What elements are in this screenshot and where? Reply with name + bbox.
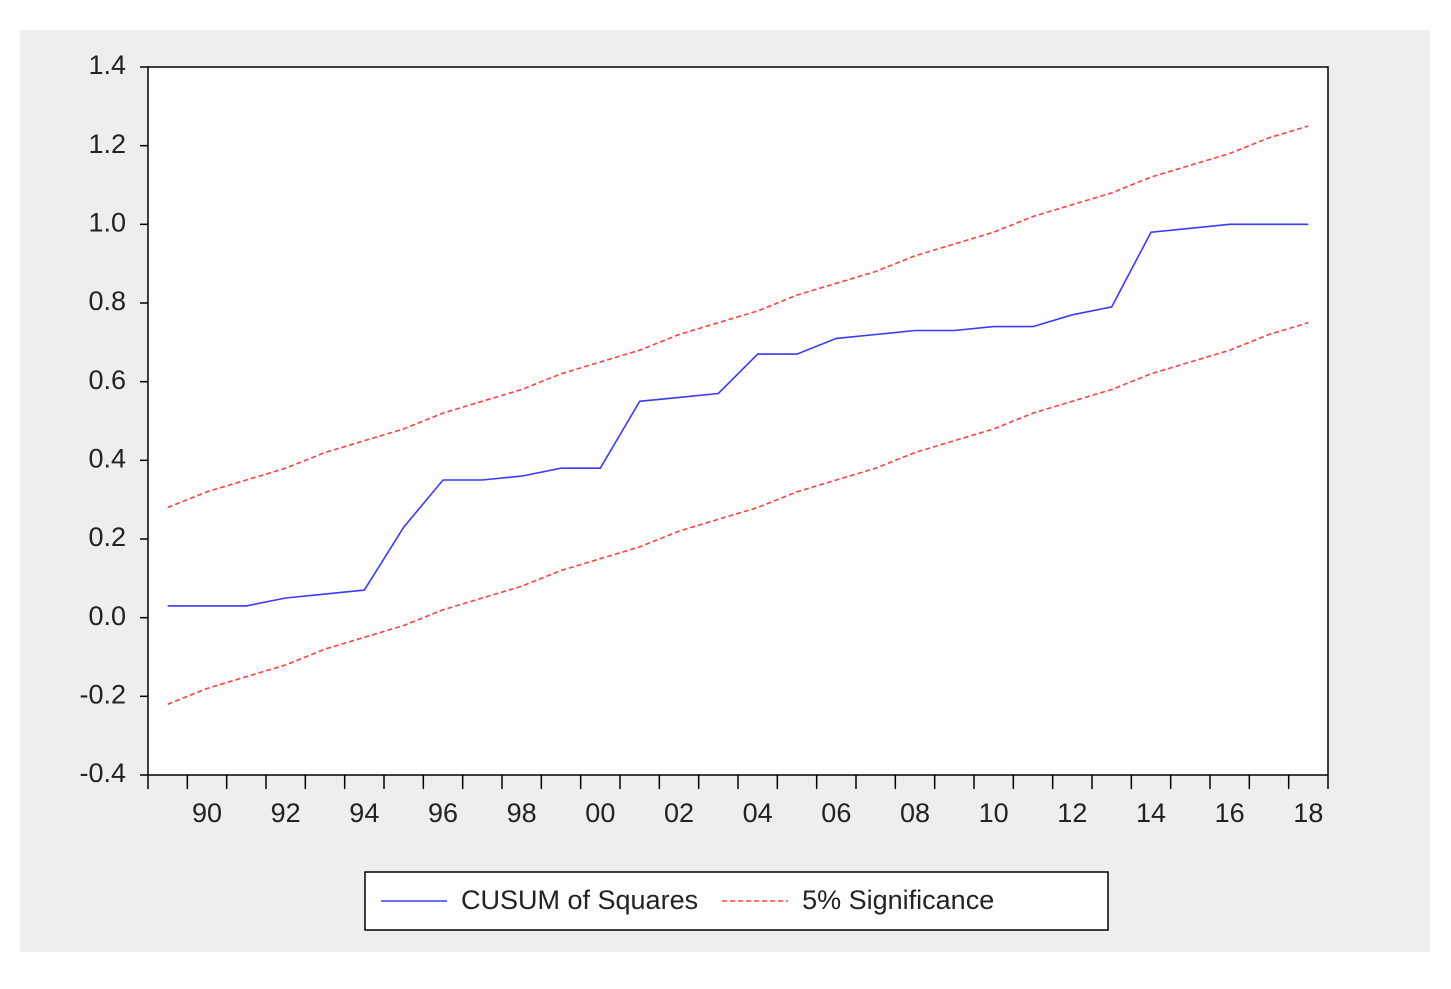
- y-tick-label: 0.2: [88, 522, 126, 552]
- plot-area: [147, 66, 1329, 776]
- x-tick-label: 00: [585, 798, 615, 828]
- x-tick-label: 18: [1293, 798, 1323, 828]
- x-tick-label: 14: [1136, 798, 1166, 828]
- y-tick-label: 1.0: [88, 207, 126, 237]
- y-tick-label: -0.2: [79, 679, 126, 709]
- x-tick-label: 90: [192, 798, 222, 828]
- series-line: [167, 321, 1309, 705]
- legend-label: 5% Significance: [802, 885, 994, 915]
- x-tick-label: 94: [349, 798, 379, 828]
- x-tick-label: 16: [1215, 798, 1245, 828]
- y-tick-label: 0.6: [88, 365, 126, 395]
- x-tick-label: 02: [664, 798, 694, 828]
- y-tick-label: 1.4: [88, 50, 126, 80]
- x-tick-label: 10: [979, 798, 1009, 828]
- y-tick-label: 0.8: [88, 286, 126, 316]
- series-line: [167, 125, 1309, 509]
- x-tick-label: 08: [900, 798, 930, 828]
- legend-label: CUSUM of Squares: [461, 885, 698, 915]
- y-tick-label: -0.4: [79, 758, 126, 788]
- x-tick-label: 04: [743, 798, 773, 828]
- legend-box: [364, 871, 1109, 931]
- x-tick-label: 96: [428, 798, 458, 828]
- y-tick-label: 0.0: [88, 601, 126, 631]
- x-tick-label: 92: [271, 798, 301, 828]
- series-line: [167, 223, 1309, 607]
- x-tick-label: 98: [507, 798, 537, 828]
- x-tick-label: 12: [1057, 798, 1087, 828]
- x-tick-label: 06: [821, 798, 851, 828]
- y-tick-label: 0.4: [88, 443, 126, 473]
- y-tick-label: 1.2: [88, 129, 126, 159]
